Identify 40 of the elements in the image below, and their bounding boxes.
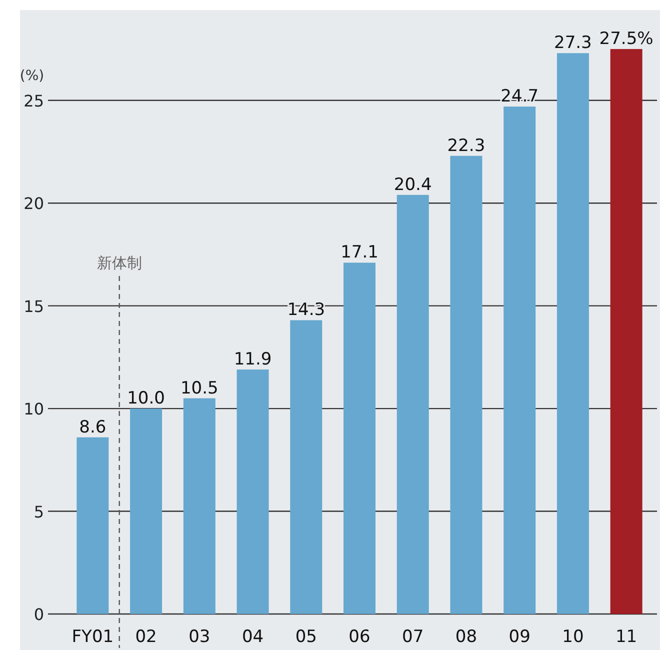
bar [76, 437, 109, 614]
x-tick-label: 09 [508, 627, 530, 647]
ref-line-label: 新体制 [96, 254, 142, 272]
data-label: 11.9 [234, 350, 272, 370]
bar [610, 49, 642, 614]
data-label: 27.5% [599, 29, 654, 50]
x-tick-label: 04 [242, 627, 264, 647]
data-label: 20.4 [394, 174, 432, 195]
y-axis-title: (%) [20, 68, 44, 84]
bar [556, 53, 589, 614]
data-label: 27.3 [554, 33, 592, 54]
bar [236, 370, 269, 614]
x-tick-label: 08 [455, 627, 478, 647]
data-label: 10.0 [127, 388, 165, 409]
y-tick-label: 10 [24, 400, 44, 419]
x-tick-label: 11 [616, 627, 638, 647]
x-tick-label: FY01 [72, 627, 114, 647]
y-tick-label: 15 [24, 296, 44, 316]
data-label: 17.1 [340, 242, 378, 263]
x-tick-label: 05 [295, 627, 317, 647]
data-label: 14.3 [287, 300, 326, 320]
bar [290, 320, 322, 614]
y-tick-label: 25 [24, 91, 44, 110]
bar [504, 106, 536, 614]
x-tick-label: 02 [135, 627, 157, 647]
bar [396, 194, 429, 614]
bar [344, 262, 376, 614]
x-tick-label: 10 [562, 627, 584, 647]
bar [183, 398, 216, 614]
bar [450, 156, 482, 614]
x-tick-label: 03 [188, 627, 210, 647]
x-tick-label: 06 [348, 627, 370, 647]
y-tick-label: 0 [34, 605, 44, 624]
y-tick-label: 20 [24, 194, 44, 214]
bar [130, 408, 162, 614]
data-label: 22.3 [447, 136, 486, 156]
x-tick-label: 07 [402, 627, 424, 647]
data-label: 8.6 [79, 417, 106, 438]
data-label: 10.5 [180, 378, 218, 398]
y-tick-label: 5 [34, 502, 44, 522]
